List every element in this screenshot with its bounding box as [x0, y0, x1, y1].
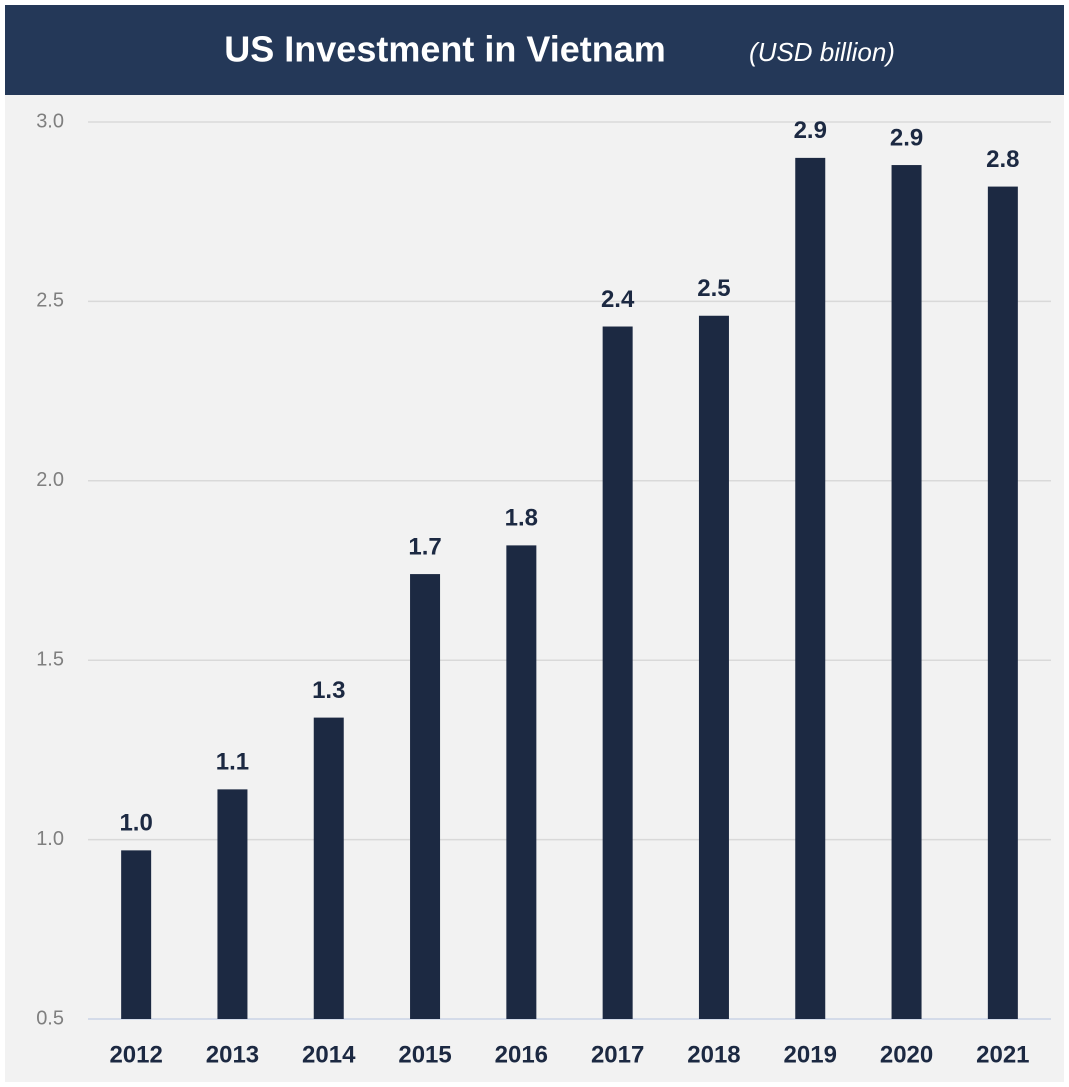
bar	[506, 545, 537, 1019]
bar	[891, 165, 922, 1019]
y-tick-label: 1.5	[36, 648, 64, 670]
data-label: 1.0	[119, 810, 152, 837]
x-tick-label: 2012	[109, 1041, 162, 1068]
y-tick-label: 3.0	[36, 110, 64, 132]
data-label: 2.9	[890, 124, 923, 151]
data-label: 2.9	[794, 117, 827, 144]
bar	[795, 157, 826, 1019]
bar	[602, 326, 633, 1019]
x-tick-label: 2021	[976, 1041, 1029, 1068]
title-band	[5, 5, 1064, 95]
chart-subtitle: (USD billion)	[749, 37, 895, 67]
bar	[698, 315, 729, 1019]
x-tick-label: 2020	[880, 1041, 933, 1068]
bar	[313, 717, 344, 1019]
x-tick-label: 2016	[495, 1041, 548, 1068]
x-tick-label: 2014	[302, 1041, 356, 1068]
bar	[410, 574, 441, 1019]
data-label: 2.5	[697, 275, 730, 302]
data-label: 2.8	[986, 146, 1019, 173]
x-tick-label: 2019	[784, 1041, 837, 1068]
data-label: 1.3	[312, 677, 345, 704]
y-tick-label: 2.5	[36, 290, 64, 312]
bar	[217, 789, 248, 1019]
x-tick-label: 2017	[591, 1041, 644, 1068]
x-tick-label: 2018	[687, 1041, 740, 1068]
y-tick-label: 1.0	[36, 828, 64, 850]
x-tick-label: 2015	[398, 1041, 451, 1068]
bar	[121, 850, 152, 1019]
data-label: 1.7	[408, 533, 441, 560]
bar	[987, 186, 1018, 1020]
data-label: 1.8	[505, 505, 538, 532]
chart-title: US Investment in Vietnam	[224, 29, 665, 70]
x-tick-label: 2013	[206, 1041, 259, 1068]
y-tick-label: 2.0	[36, 469, 64, 491]
data-label: 1.1	[216, 749, 249, 776]
data-label: 2.4	[601, 286, 635, 313]
y-tick-label: 0.5	[36, 1007, 64, 1029]
